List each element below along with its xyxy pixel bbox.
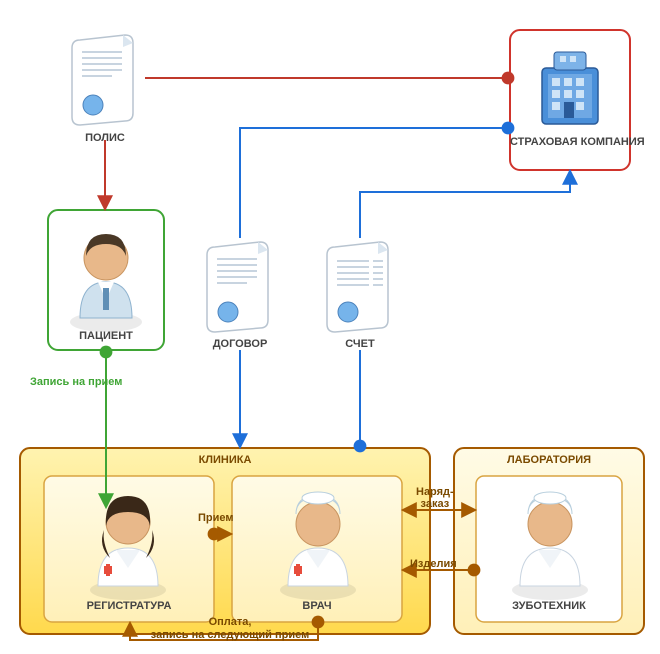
schet-icon [327,242,388,332]
clinic-title: КЛИНИКА [20,454,430,466]
dogovor-label: ДОГОВОР [200,338,280,350]
patient-label: ПАЦИЕНТ [48,330,164,342]
edge-schet-insurance [360,172,570,238]
registratura-label: РЕГИСТРАТУРА [44,600,214,612]
edge-label-izdeliya: Изделия [410,558,457,570]
insurance-label: СТРАХОВАЯ КОМПАНИЯ [510,136,630,149]
vrach-label: ВРАЧ [232,600,402,612]
edge-dogovor-insurance [240,128,508,238]
schet-label: СЧЕТ [320,338,400,350]
dogovor-icon [207,242,268,332]
edge-label-zapis: Запись на прием [30,376,122,388]
polis-icon [72,35,133,125]
polis-label: ПОЛИС [65,132,145,144]
tech-label: ЗУБОТЕХНИК [476,600,622,612]
edge-label-oplata: Оплата,запись на следующий прием [130,616,330,641]
edge-label-priem: Прием [198,512,234,524]
lab-title: ЛАБОРАТОРИЯ [454,454,644,466]
edge-label-naryad: Наряд-заказ [416,486,454,510]
